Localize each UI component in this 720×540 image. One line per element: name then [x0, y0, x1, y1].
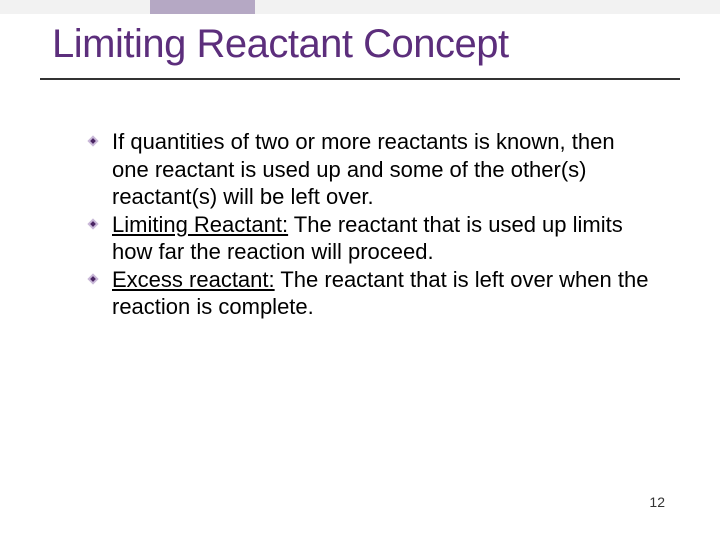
content-area: If quantities of two or more reactants i…: [88, 128, 650, 321]
top-bar: [0, 0, 720, 14]
page-number: 12: [649, 494, 665, 510]
bullet-text: If quantities of two or more reactants i…: [112, 129, 615, 209]
diamond-bullet-icon: [86, 134, 100, 148]
bullet-item: If quantities of two or more reactants i…: [88, 128, 650, 211]
bullet-text: Limiting Reactant: The reactant that is …: [112, 212, 623, 265]
slide-title: Limiting Reactant Concept: [52, 22, 509, 67]
top-accent: [150, 0, 255, 14]
diamond-bullet-icon: [86, 217, 100, 231]
title-underline: [40, 78, 680, 80]
bullet-item: Excess reactant: The reactant that is le…: [88, 266, 650, 321]
bullet-text: Excess reactant: The reactant that is le…: [112, 267, 648, 320]
diamond-bullet-icon: [86, 272, 100, 286]
bullet-item: Limiting Reactant: The reactant that is …: [88, 211, 650, 266]
